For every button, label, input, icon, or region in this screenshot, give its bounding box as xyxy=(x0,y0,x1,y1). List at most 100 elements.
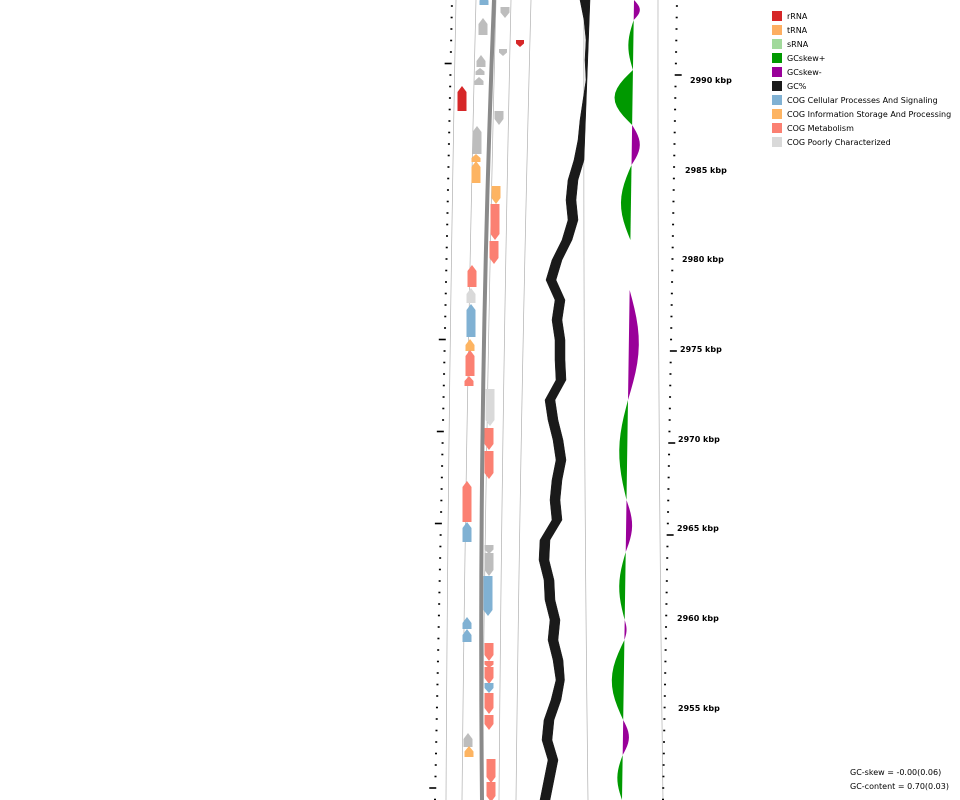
gene-feature xyxy=(465,339,475,351)
gene-feature xyxy=(462,617,472,629)
gc-skew-segment xyxy=(622,720,629,755)
scale-label: 2975 kbp xyxy=(680,345,722,354)
gc-skew-segment xyxy=(614,70,633,125)
legend-item-gcskew-plus: GCskew+ xyxy=(772,51,951,65)
gene-feature xyxy=(484,545,494,554)
gene-feature xyxy=(462,522,472,542)
legend: rRNA tRNA sRNA GCskew+ GCskew- GC% COG C… xyxy=(772,9,951,149)
gene-feature xyxy=(478,18,488,35)
gene-feature xyxy=(484,451,494,479)
gene-feature xyxy=(491,186,501,204)
gc-skew-segment xyxy=(628,20,634,70)
legend-label: COG Metabolism xyxy=(787,123,854,133)
scale-label: 2990 kbp xyxy=(690,76,732,85)
legend-item-srna: sRNA xyxy=(772,37,951,51)
gc-skew-segment xyxy=(617,755,623,800)
gc-skew-segment xyxy=(631,125,640,165)
legend-label: GCskew+ xyxy=(787,53,826,63)
legend-label: GCskew- xyxy=(787,67,822,77)
legend-swatch xyxy=(772,123,782,133)
gene-feature xyxy=(465,350,475,376)
gene-feature xyxy=(485,389,495,426)
scale-label: 2965 kbp xyxy=(677,524,719,533)
gc-skew-segment xyxy=(611,640,625,720)
gene-feature xyxy=(464,376,474,386)
gc-skew-segment xyxy=(628,290,639,400)
gene-feature xyxy=(472,126,482,154)
backbone-line xyxy=(479,0,496,800)
gene-feature xyxy=(484,693,494,714)
gene-feature xyxy=(471,161,481,183)
genome-stats: GC-skew = -0.00(0.06) GC-content = 0.70(… xyxy=(850,766,949,794)
legend-item-trna: tRNA xyxy=(772,23,951,37)
track-line xyxy=(445,0,457,800)
scale-label: 2980 kbp xyxy=(682,255,724,264)
scale-label: 2985 kbp xyxy=(685,166,727,175)
gene-feature xyxy=(466,304,476,337)
gene-feature xyxy=(500,7,510,18)
gene-feature xyxy=(462,481,472,522)
gene-feature xyxy=(474,77,484,85)
legend-item-cog-cellular: COG Cellular Processes And Signaling xyxy=(772,93,951,107)
position-scale: 2990 kbp 2985 kbp 2980 kbp 2975 kbp 2970… xyxy=(677,76,732,713)
legend-item-gcskew-minus: GCskew- xyxy=(772,65,951,79)
gc-skew-segment xyxy=(620,165,632,240)
legend-swatch xyxy=(772,25,782,35)
gene-feature xyxy=(476,55,486,67)
legend-swatch xyxy=(772,53,782,63)
gene-feature xyxy=(484,428,494,450)
track-line xyxy=(498,0,512,800)
gene-feature xyxy=(484,553,494,576)
gc-content-area xyxy=(538,0,591,800)
gc-skew-segment xyxy=(633,0,640,20)
legend-swatch xyxy=(772,67,782,77)
track-line xyxy=(515,0,532,800)
gene-feature xyxy=(475,68,485,75)
gene-feature xyxy=(494,111,504,125)
legend-swatch xyxy=(772,109,782,119)
tick-marks xyxy=(429,5,682,800)
scale-label: 2970 kbp xyxy=(678,435,720,444)
gc-skew-segment xyxy=(619,552,626,620)
gene-feature xyxy=(484,667,494,684)
legend-item-gc-percent: GC% xyxy=(772,79,951,93)
legend-label: GC% xyxy=(787,81,807,91)
gene-feature xyxy=(484,643,494,661)
legend-label: rRNA xyxy=(787,11,808,21)
gene-features xyxy=(457,0,524,800)
legend-item-cog-poorly: COG Poorly Characterized xyxy=(772,135,951,149)
gene-feature xyxy=(484,683,494,693)
gene-feature xyxy=(457,86,467,111)
gene-feature xyxy=(466,288,476,303)
gene-feature xyxy=(499,49,507,56)
gene-feature xyxy=(464,746,474,757)
legend-label: tRNA xyxy=(787,25,808,35)
gc-skew-segment xyxy=(619,400,628,500)
gene-feature xyxy=(463,733,473,747)
gene-feature xyxy=(462,629,472,642)
gene-feature xyxy=(486,782,496,800)
legend-item-cog-information: COG Information Storage And Processing xyxy=(772,107,951,121)
gene-feature xyxy=(489,241,499,264)
gene-feature xyxy=(471,154,481,162)
legend-label: COG Cellular Processes And Signaling xyxy=(787,95,938,105)
gene-feature xyxy=(483,576,493,616)
legend-item-cog-metabolism: COG Metabolism xyxy=(772,121,951,135)
gc-skew-segment xyxy=(624,620,627,640)
scale-label: 2960 kbp xyxy=(677,614,719,623)
gc-skew-stat: GC-skew = -0.00(0.06) xyxy=(850,768,942,777)
legend-swatch xyxy=(772,137,782,147)
legend-swatch xyxy=(772,95,782,105)
gc-skew-segment xyxy=(629,240,631,290)
gene-feature xyxy=(516,40,524,47)
legend-swatch xyxy=(772,81,782,91)
track-line xyxy=(657,0,664,800)
gc-skew-segment xyxy=(625,500,633,552)
gene-feature xyxy=(479,0,489,5)
legend-item-rrna: rRNA xyxy=(772,9,951,23)
gene-feature xyxy=(484,715,494,730)
track-line xyxy=(461,0,477,800)
legend-swatch xyxy=(772,11,782,21)
gene-feature xyxy=(490,204,500,240)
gc-content-track xyxy=(538,0,591,800)
